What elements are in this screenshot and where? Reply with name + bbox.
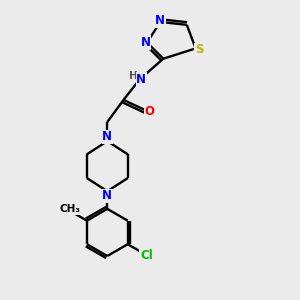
Text: N: N (141, 36, 151, 49)
Text: S: S (195, 44, 203, 56)
Text: Cl: Cl (140, 249, 153, 262)
Text: CH₃: CH₃ (59, 205, 80, 214)
Text: N: N (136, 73, 146, 86)
Text: N: N (102, 130, 112, 143)
Text: N: N (155, 14, 165, 27)
Text: N: N (102, 189, 112, 202)
Text: H: H (129, 71, 138, 81)
Text: O: O (144, 105, 154, 118)
